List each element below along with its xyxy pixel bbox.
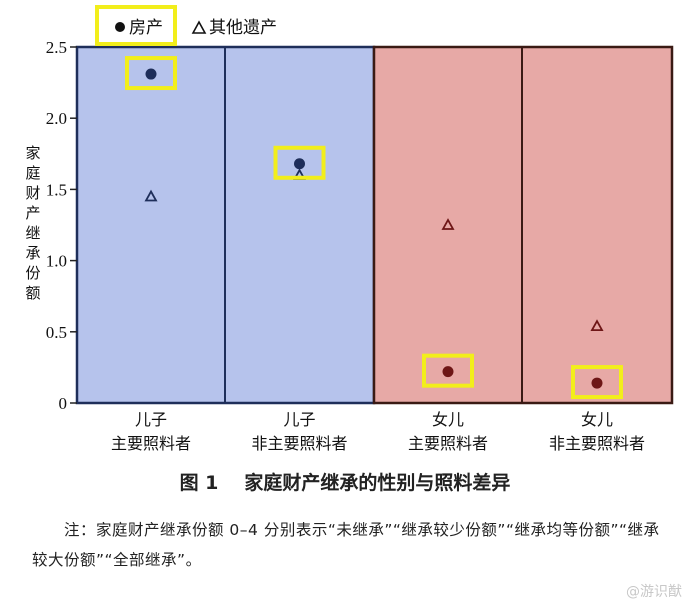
y-axis-title: 家庭财产继承份额 bbox=[25, 144, 40, 302]
housing-highlight-box bbox=[422, 353, 474, 388]
category-label-line1: 女儿 bbox=[432, 410, 464, 429]
y-tick-label: 1.0 bbox=[46, 252, 67, 271]
legend-triangle-marker bbox=[191, 20, 207, 34]
y-tick-label: 0 bbox=[59, 394, 68, 413]
watermark: @游识猷 bbox=[626, 584, 682, 600]
legend: 房产 其他遗产 bbox=[95, 5, 277, 46]
y-axis-title-char: 家 bbox=[25, 144, 40, 162]
housing-highlight-box bbox=[273, 145, 326, 180]
point-housing bbox=[294, 158, 305, 170]
point-other-estate bbox=[441, 218, 455, 230]
y-tick-label: 2.5 bbox=[46, 38, 67, 57]
category-label-line2: 主要照料者 bbox=[408, 434, 488, 453]
figure-number: 图 1 bbox=[179, 472, 219, 494]
y-axis-title-char: 继 bbox=[25, 224, 40, 242]
y-axis-title-char: 财 bbox=[25, 184, 40, 202]
point-housing bbox=[145, 68, 157, 80]
point-housing bbox=[442, 366, 454, 378]
legend-circle-marker bbox=[115, 22, 125, 32]
y-tick-label: 2.0 bbox=[46, 109, 67, 128]
housing-highlight-box bbox=[125, 56, 177, 91]
legend-label-housing: 房产 bbox=[129, 18, 163, 38]
point-other-estate bbox=[590, 319, 604, 332]
category-label-line1: 儿子 bbox=[135, 410, 167, 429]
data-marks bbox=[125, 56, 623, 400]
y-axis-title-char: 额 bbox=[25, 284, 40, 302]
y-axis-title-char: 产 bbox=[25, 204, 40, 222]
point-housing bbox=[591, 377, 603, 389]
category-label-line1: 儿子 bbox=[283, 410, 315, 429]
figure-note: 注：家庭财产继承份额 0–4 分别表示“未继承”“继承较少份额”“继承均等份额”… bbox=[32, 521, 660, 569]
legend-highlight-box bbox=[95, 5, 177, 46]
y-axis-title-char: 承 bbox=[25, 244, 40, 262]
y-axis: 0 0.5 1.0 1.5 2.0 2.5 bbox=[46, 38, 78, 413]
category-label-line2: 非主要照料者 bbox=[549, 434, 645, 453]
category-label-line1: 女儿 bbox=[581, 410, 613, 429]
category-label-line2: 非主要照料者 bbox=[251, 434, 347, 453]
point-other-estate bbox=[144, 189, 158, 202]
figure-title: 家庭财产继承的性别与照料差异 bbox=[244, 472, 511, 494]
category-label-line2: 主要照料者 bbox=[111, 434, 191, 453]
y-axis-title-char: 庭 bbox=[25, 164, 40, 182]
chart: 00.51.01.52.02.5 儿子主要照料者儿子非主要照料者女儿主要照料者女… bbox=[25, 5, 674, 453]
panel-backgrounds bbox=[75, 45, 674, 405]
housing-highlight-box bbox=[571, 365, 623, 400]
y-tick-label: 0.5 bbox=[46, 323, 67, 342]
legend-label-other: 其他遗产 bbox=[209, 18, 277, 38]
y-tick-label: 1.5 bbox=[46, 180, 67, 199]
figure-caption: 图 1 家庭财产继承的性别与照料差异 bbox=[0, 468, 690, 495]
y-axis-title-char: 份 bbox=[25, 264, 40, 282]
